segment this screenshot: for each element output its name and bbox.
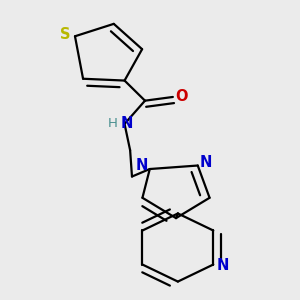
Text: N: N [135,158,148,173]
Text: N: N [200,155,212,170]
Text: O: O [175,88,187,104]
Text: S: S [60,27,71,42]
Text: N: N [120,116,133,131]
Text: N: N [216,258,229,273]
Text: H: H [108,117,118,130]
